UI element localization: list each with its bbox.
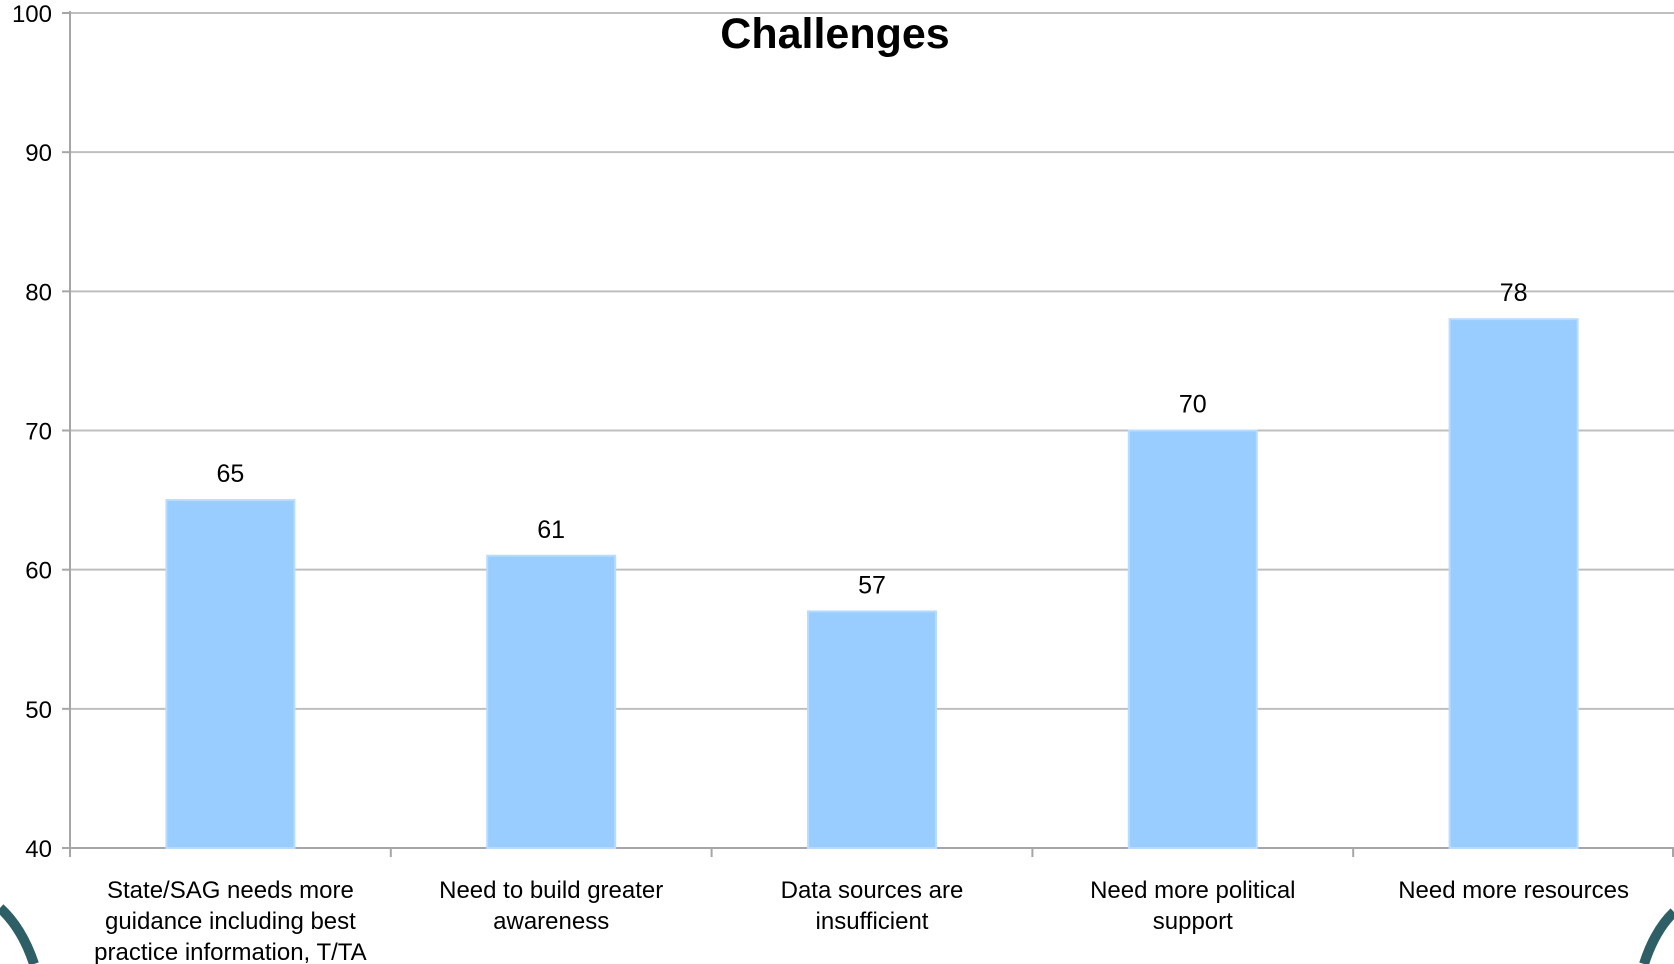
y-tick-label: 100 bbox=[12, 1, 52, 28]
x-tick-label: Need to build greater awareness bbox=[439, 877, 663, 935]
data-label: 70 bbox=[1179, 391, 1207, 419]
x-tick-label-line: support bbox=[1153, 908, 1233, 935]
data-label: 78 bbox=[1500, 279, 1528, 307]
data-label: 61 bbox=[537, 516, 565, 544]
x-tick-label-line: practice information, T/TA bbox=[94, 939, 367, 964]
bar bbox=[807, 610, 937, 850]
y-tick-label: 50 bbox=[25, 697, 52, 724]
x-tick-label-line: Need more resources bbox=[1398, 877, 1629, 904]
y-tick-label: 70 bbox=[25, 419, 52, 446]
data-label: 65 bbox=[216, 460, 244, 488]
x-tick-label: Need more political support bbox=[1090, 877, 1295, 935]
y-tick-label: 80 bbox=[25, 279, 52, 306]
y-tick-label: 40 bbox=[25, 836, 52, 863]
x-tick-label-line: guidance including best bbox=[105, 908, 356, 935]
bar bbox=[1448, 318, 1579, 849]
y-tick-label: 90 bbox=[25, 140, 52, 167]
x-tick-label-line: State/SAG needs more bbox=[107, 877, 354, 904]
x-tick-label: Need more resources bbox=[1398, 877, 1629, 904]
bar bbox=[1127, 429, 1258, 849]
data-label: 57 bbox=[858, 571, 886, 599]
y-tick-label: 60 bbox=[25, 558, 52, 585]
gridlines bbox=[70, 12, 1674, 710]
bars bbox=[165, 318, 1579, 850]
data-labels: 65 61 57 70 78 bbox=[216, 279, 1527, 599]
x-tick-label-line: Need to build greater bbox=[439, 877, 663, 904]
chart-title: Challenges bbox=[720, 10, 949, 58]
bar bbox=[486, 554, 617, 849]
x-tick-label-line: Data sources are bbox=[781, 877, 964, 904]
x-axis-categories: State/SAG needs more guidance including b… bbox=[94, 877, 1629, 964]
x-tick-label-line: awareness bbox=[493, 908, 609, 935]
bar bbox=[165, 499, 296, 849]
y-axis-ticks: 40 50 60 70 80 90 100 bbox=[12, 1, 52, 863]
x-tick-label-line: insufficient bbox=[816, 908, 929, 935]
x-tick-label-line: Need more political bbox=[1090, 877, 1295, 904]
x-tick-label: Data sources are insufficient bbox=[781, 877, 964, 935]
x-tick-label: State/SAG needs more guidance including b… bbox=[94, 877, 367, 964]
